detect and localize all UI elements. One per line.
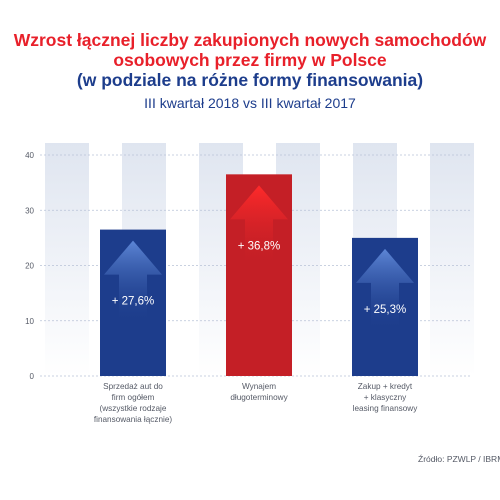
chart-period: III kwartał 2018 vs III kwartał 2017 [144, 95, 356, 111]
up-arrow-icon [356, 248, 414, 327]
chart-subtitle: (w podziale na różne formy finansowania) [76, 70, 424, 90]
x-category-label-line: długoterminowy [230, 393, 288, 402]
y-tick-label: 40 [25, 151, 34, 160]
chart-title-line-1: Wzrost łącznej liczby zakupionych nowych… [13, 30, 487, 50]
chart-title-line-2: osobowych przez firmy w Polsce [113, 50, 387, 70]
up-arrow-icon [230, 185, 288, 264]
y-tick-label: 10 [25, 317, 34, 326]
background-column [45, 143, 89, 376]
x-category-label: Wynajem długoterminowy [230, 382, 288, 402]
x-category-label-line: Wynajem [242, 382, 276, 391]
x-category-label-line: leasing finansowy [353, 404, 419, 413]
up-arrow-icon [104, 240, 162, 319]
background-column [430, 143, 474, 376]
source-note: Źródło: PZWLP / IBRM S [418, 454, 500, 464]
x-category-label: Sprzedaż aut do firm ogółem (wszystkie rod… [94, 382, 173, 424]
y-tick-label: 20 [25, 262, 34, 271]
y-tick-label: 0 [30, 372, 35, 381]
x-category-label-line: (wszystkie rodzaje [100, 404, 167, 413]
x-category-label-line: firm ogółem [112, 393, 155, 402]
chart-header: Wzrost łącznej liczby zakupionych nowych… [0, 30, 500, 112]
x-category-label: Zakup + kredyt + klasyczny leasing finanso… [353, 382, 419, 413]
x-category-label-line: Sprzedaż aut do [103, 382, 163, 391]
bar-data-label: + 27,6% [112, 296, 155, 308]
bar-data-label: + 36,8% [238, 240, 281, 252]
x-category-label-line: Zakup + kredyt [358, 382, 413, 391]
y-tick-label: 30 [25, 206, 34, 215]
x-category-label-line: + klasyczny [364, 393, 407, 402]
x-category-label-line: finansowania łącznie) [94, 415, 173, 424]
bar-data-label: + 25,3% [364, 304, 407, 316]
